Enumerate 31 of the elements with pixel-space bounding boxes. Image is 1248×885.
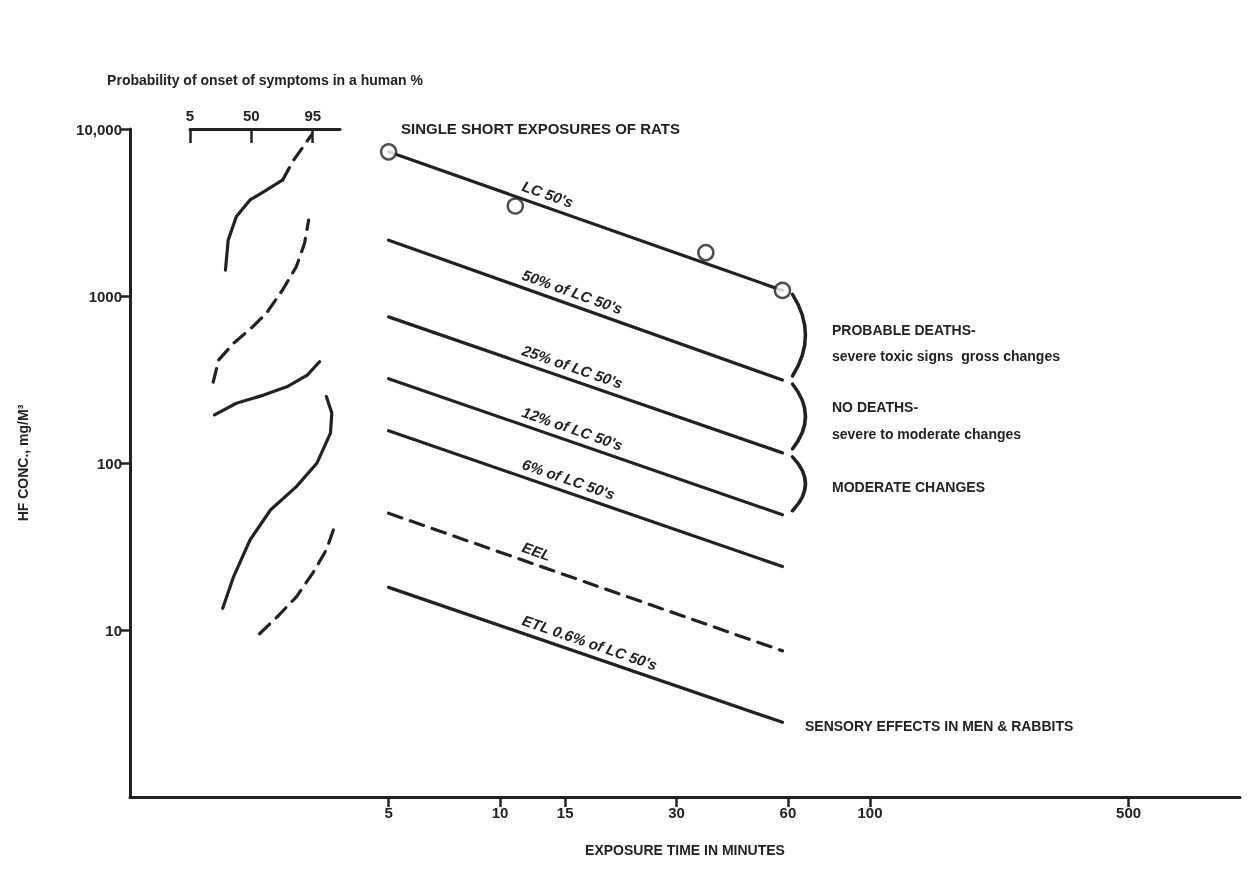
annotation: severe to moderate changes — [832, 426, 1022, 442]
text: 50% of LC 50's — [520, 266, 625, 318]
x-tick-label: 10 — [491, 804, 509, 821]
annotation: SENSORY EFFECTS IN MEN & RABBITS — [805, 718, 1074, 734]
x-tick-label: 5 — [384, 804, 393, 821]
y-tick-label: 10 — [105, 621, 122, 639]
annotation: NO DEATHS- — [832, 399, 919, 415]
y-axis-title: HF CONC., mg/M³ — [15, 404, 31, 522]
x-tick-label: 15 — [556, 804, 574, 821]
x-tick-label: 500 — [1116, 804, 1142, 821]
text: LC 50's — [520, 177, 576, 211]
text: 25% of LC 50's — [519, 341, 626, 392]
annotation: severe toxic signs gross changes — [832, 348, 1061, 364]
x2-tick-label: 50 — [243, 107, 260, 124]
text: 12% of LC 50's — [520, 403, 625, 454]
text: ETL 0.6% of LC 50's — [520, 611, 660, 674]
y-tick-label: 100 — [96, 454, 122, 472]
x2-tick-label: 5 — [185, 107, 195, 124]
annotation: MODERATE CHANGES — [832, 479, 985, 495]
text: 6% of LC 50's — [520, 455, 618, 503]
x-tick-label: 30 — [668, 804, 685, 821]
y-tick-label: 10,000 — [76, 120, 122, 138]
x-tick-label: 60 — [779, 804, 797, 821]
x-axis-title: EXPOSURE TIME IN MINUTES — [585, 842, 785, 858]
annotation: PROBABLE DEATHS- — [832, 322, 976, 338]
x-tick-label: 100 — [857, 804, 883, 821]
text: EEL — [520, 538, 554, 565]
y-tick-label: 1000 — [88, 287, 122, 305]
x2-axis-title: Probability of onset of symptoms in a human % — [107, 72, 424, 88]
x2-tick-label: 95 — [304, 107, 322, 124]
chart-title: SINGLE SHORT EXPOSURES OF RATS — [401, 120, 680, 137]
